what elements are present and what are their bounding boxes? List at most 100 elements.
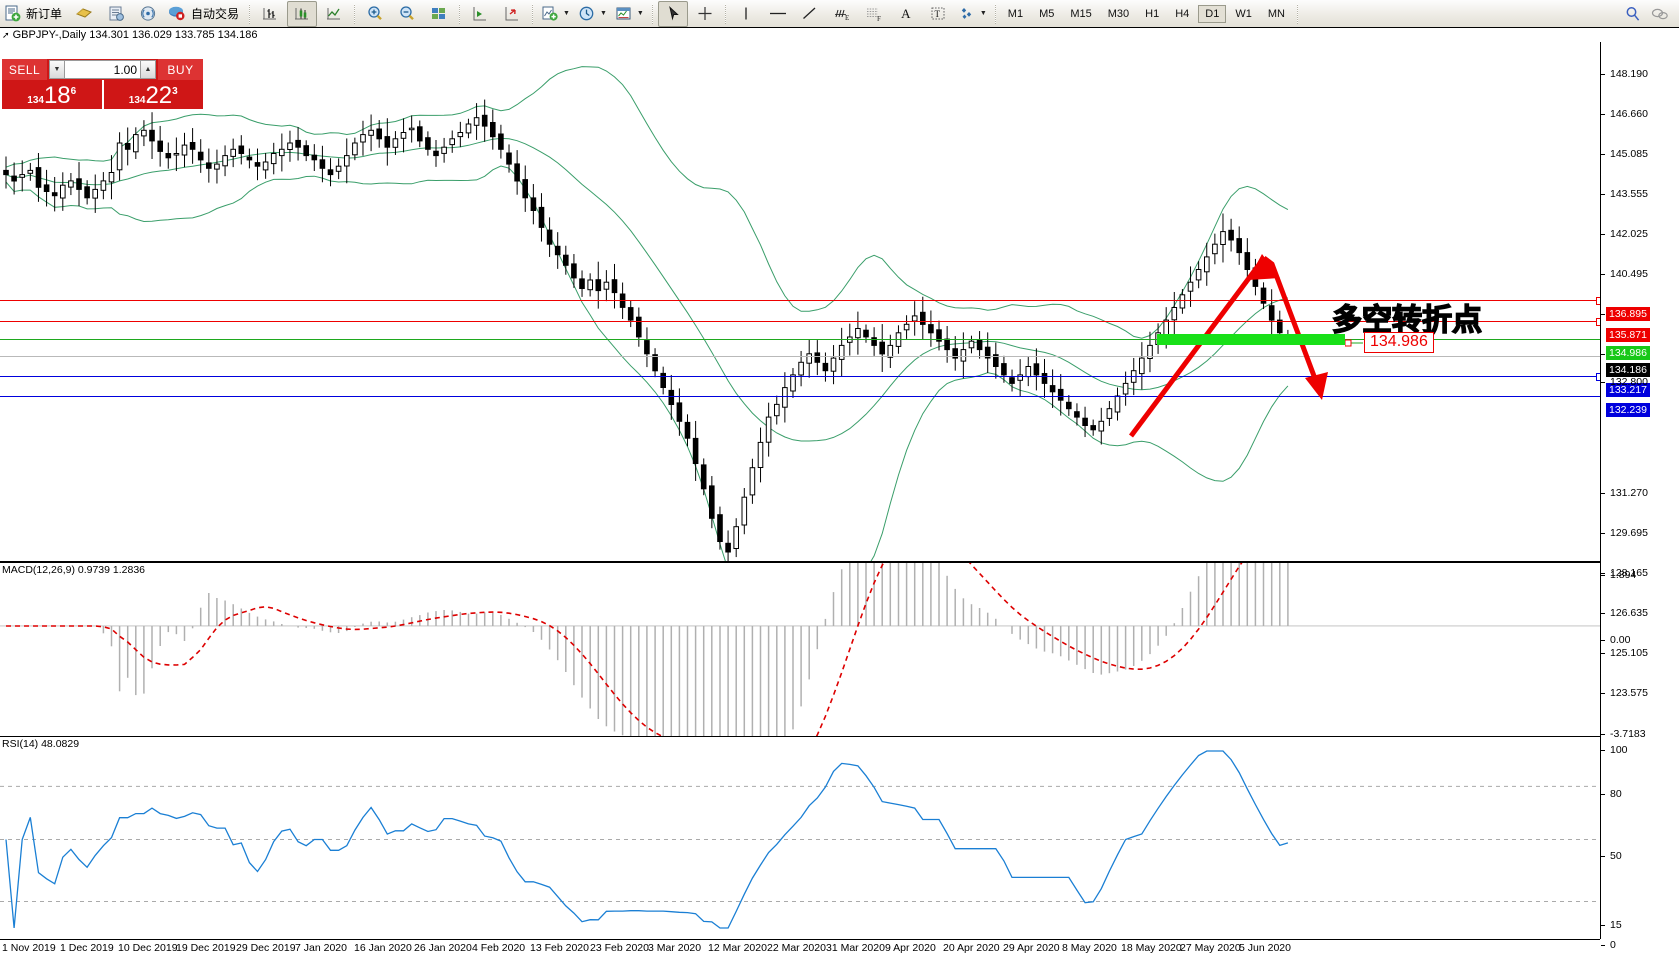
new-order-icon: [5, 5, 21, 22]
price-axis[interactable]: 148.190 146.660 145.085 143.555 142.025 140.4…: [1600, 42, 1679, 951]
buy-button[interactable]: 134 22 3: [104, 80, 204, 109]
axis-tick: [1601, 734, 1605, 735]
buy-label[interactable]: BUY: [158, 59, 203, 80]
sell-price-prefix: 134: [27, 95, 44, 106]
level-badge-132239[interactable]: 132.239: [1606, 403, 1650, 417]
period-icon: [579, 6, 594, 21]
chevron-down-icon[interactable]: ▼: [599, 10, 607, 17]
period-button[interactable]: ▼: [575, 1, 610, 27]
volume-increase-button[interactable]: ▲: [140, 60, 156, 79]
timeframe-m15[interactable]: M15: [1070, 7, 1092, 20]
time-axis-label: 19 Dec 2019: [176, 942, 236, 954]
signals-button[interactable]: [133, 1, 163, 27]
svg-text:E: E: [845, 14, 849, 22]
level-line-132239[interactable]: [0, 396, 1600, 397]
chart-cursor-glyph: ➚: [2, 30, 10, 40]
zoom-in-button[interactable]: [360, 1, 390, 27]
volume-input[interactable]: 1.00: [65, 60, 140, 79]
zoom-out-button[interactable]: [392, 1, 422, 27]
level-badge-135871[interactable]: 135.871: [1606, 328, 1650, 342]
chevron-down-icon[interactable]: ▼: [636, 10, 644, 17]
last-price-badge[interactable]: 134.186: [1606, 363, 1650, 377]
timeframe-mn[interactable]: MN: [1267, 7, 1285, 20]
trade-panel-prices: 134 18 6 134 22 3: [2, 80, 203, 109]
expert-advisor-button[interactable]: [69, 1, 99, 27]
sell-button[interactable]: 134 18 6: [2, 80, 104, 109]
autotrading-label: 自动交易: [191, 7, 240, 21]
axis-label: 142.025: [1610, 228, 1648, 240]
main-toolbar: 新订单 自动交易: [0, 0, 1679, 28]
time-axis-label: 22 Mar 2020: [767, 942, 826, 954]
volume-stepper[interactable]: ▼ 1.00 ▲: [49, 60, 156, 79]
vline-icon: [745, 7, 747, 20]
fibonacci-button[interactable]: F: [859, 1, 889, 27]
price-pane[interactable]: 多空转折点 134.986 SELL ▼ 1.00 ▲ BUY 134 18: [0, 42, 1604, 562]
data-window-button[interactable]: [101, 1, 131, 27]
macd-pane[interactable]: MACD(12,26,9) 0.9739 1.2836: [0, 562, 1600, 737]
chart-shift-button[interactable]: [465, 1, 495, 27]
one-click-trading-panel[interactable]: SELL ▼ 1.00 ▲ BUY 134 18 6 134 22 3: [2, 59, 203, 109]
line-chart-button[interactable]: [319, 1, 349, 27]
level-badge-134986[interactable]: 134.986: [1606, 346, 1650, 360]
timeframe-m5[interactable]: M5: [1039, 7, 1055, 20]
chevron-down-icon[interactable]: ▼: [563, 10, 570, 17]
search-icon[interactable]: [1625, 6, 1641, 22]
axis-label: 123.575: [1610, 687, 1648, 699]
chat-icon[interactable]: [1651, 6, 1669, 22]
level-line-134986[interactable]: [0, 339, 1600, 340]
toolbar-right-group: [1625, 6, 1679, 22]
horizontal-line-button[interactable]: [763, 1, 793, 27]
timeframe-w1[interactable]: W1: [1235, 7, 1252, 20]
sell-label[interactable]: SELL: [2, 59, 47, 80]
trendline-button[interactable]: [795, 1, 825, 27]
level-badge-133217[interactable]: 133.217: [1606, 383, 1650, 397]
sell-price-fraction: 6: [70, 86, 77, 97]
autotrading-button[interactable]: 自动交易: [165, 1, 244, 27]
elliott-wave-button[interactable]: E: [827, 1, 857, 27]
axis-label: 126.635: [1610, 607, 1648, 619]
time-axis-label: 4 Feb 2020: [472, 942, 526, 954]
time-axis[interactable]: 1 Nov 2019 1 Dec 2019 10 Dec 2019 19 Dec 20…: [0, 939, 1600, 962]
candlestick-chart-icon: [295, 8, 309, 20]
cursor-button[interactable]: [657, 0, 688, 27]
timeframe-m1[interactable]: M1: [1007, 7, 1024, 20]
timeframe-h4[interactable]: H4: [1175, 7, 1190, 20]
timeframe-h1[interactable]: H1: [1145, 7, 1160, 20]
axis-tick: [1601, 194, 1605, 195]
text-label-icon: T: [931, 7, 945, 20]
timeframe-m30[interactable]: M30: [1107, 7, 1130, 20]
text-label-button[interactable]: T: [923, 1, 953, 27]
vertical-line-button[interactable]: [731, 1, 761, 27]
price-callout-box[interactable]: 134.986: [1364, 332, 1434, 353]
toolbar-separator: [249, 3, 251, 24]
indicators-button[interactable]: ▼: [538, 1, 573, 27]
time-axis-label: 20 Apr 2020: [943, 942, 1000, 954]
shapes-button[interactable]: ▼: [955, 1, 990, 27]
templates-button[interactable]: ▼: [612, 1, 647, 27]
axis-tick: [1601, 154, 1605, 155]
candlestick-chart-button[interactable]: [287, 0, 318, 27]
volume-decrease-button[interactable]: ▼: [49, 60, 65, 79]
axis-tick: [1601, 114, 1605, 115]
time-axis-label: 29 Dec 2019: [236, 942, 296, 954]
cursor-icon: [668, 6, 679, 21]
axis-label: 145.085: [1610, 148, 1648, 160]
trend-arrow-annotation[interactable]: [0, 42, 1600, 561]
rsi-pane[interactable]: RSI(14) 48.0829: [0, 736, 1600, 940]
text-button[interactable]: A: [891, 1, 921, 27]
timeframe-d1[interactable]: D1: [1198, 4, 1227, 23]
toolbar-separator: [459, 3, 461, 24]
bar-chart-button[interactable]: [255, 1, 285, 27]
crosshair-icon: [698, 7, 712, 20]
tile-windows-button[interactable]: [424, 1, 454, 27]
level-badge-136895[interactable]: 136.895: [1606, 307, 1650, 321]
new-order-button[interactable]: 新订单: [1, 1, 67, 27]
trendline-icon: [802, 7, 816, 19]
crosshair-button[interactable]: [690, 1, 720, 27]
highlight-zone: [1157, 334, 1345, 345]
shapes-icon: [961, 8, 972, 19]
auto-scroll-button[interactable]: [497, 1, 527, 27]
rsi-axis-label: 50: [1610, 850, 1622, 862]
symbol-ohlc-text: GBPJPY-,Daily 134.301 136.029 133.785 13…: [12, 29, 258, 41]
chevron-down-icon[interactable]: ▼: [979, 10, 987, 17]
